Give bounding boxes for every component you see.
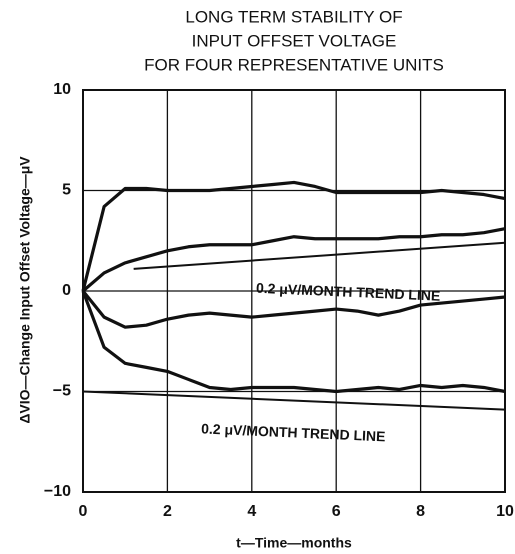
y-axis-label: ΔVIO—Change Input Offset Voltage—μV (17, 156, 33, 424)
x-tick-label: 10 (496, 503, 514, 520)
chart-title: INPUT OFFSET VOLTAGE (192, 31, 397, 50)
unit-line (81, 289, 506, 329)
chart-title: FOR FOUR REPRESENTATIVE UNITS (144, 55, 444, 74)
y-tick-label: −10 (44, 483, 71, 500)
x-tick-label: 8 (416, 503, 425, 520)
trend-line (82, 390, 506, 411)
unit-line (81, 290, 506, 394)
y-tick-label: 10 (53, 81, 71, 98)
x-tick-label: 6 (332, 503, 341, 520)
chart-title: LONG TERM STABILITY OF (185, 7, 402, 26)
y-tick-label: −5 (53, 383, 71, 400)
trend-line (133, 241, 506, 270)
x-tick-label: 2 (163, 503, 172, 520)
y-tick-label: 5 (62, 182, 71, 199)
x-tick-label: 0 (79, 503, 88, 520)
unit-line (81, 180, 506, 292)
annotation: 0.2 μV/MONTH TREND LINE (201, 420, 386, 444)
annotation: 0.2 μV/MONTH TREND LINE (256, 280, 441, 304)
x-axis-label: t—Time—months (236, 535, 352, 551)
unit-line (81, 227, 506, 293)
x-tick-label: 4 (247, 503, 256, 520)
y-tick-label: 0 (62, 282, 71, 299)
